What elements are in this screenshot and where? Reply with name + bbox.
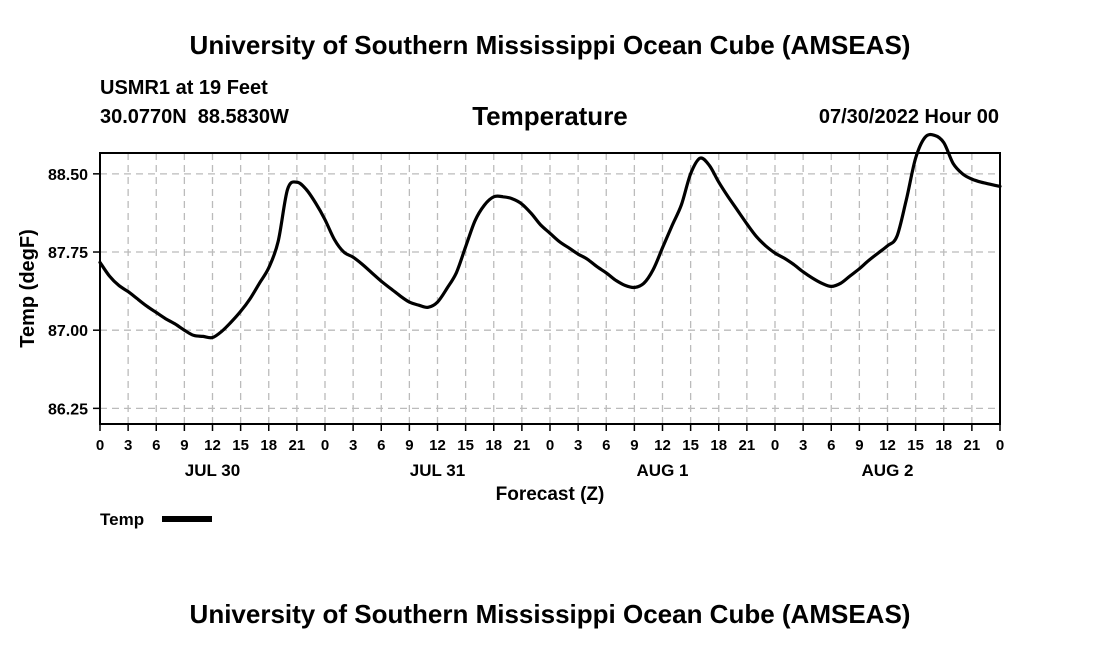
grid [100,153,1000,424]
chart-title: Temperature [472,101,628,131]
day-label: AUG 1 [637,461,689,480]
x-tick-label: 3 [799,437,807,454]
x-tick-label: 3 [124,437,132,454]
x-tick-label: 18 [260,437,277,454]
x-tick-label: 0 [996,437,1004,454]
series-layer [98,132,1002,340]
x-tick-label: 12 [204,437,221,454]
x-tick-label: 3 [574,437,582,454]
y-tick-label: 87.75 [48,245,88,262]
x-tick-label: 3 [349,437,357,454]
x-tick-label: 0 [546,437,554,454]
x-tick-label: 15 [682,437,699,454]
y-tick-label: 88.50 [48,167,88,184]
y-tick-label: 86.25 [48,401,88,418]
x-tick-label: 18 [485,437,502,454]
series-line-temp [98,132,1002,340]
x-tick-label: 21 [739,437,756,454]
footer-title: University of Southern Mississippi Ocean… [189,599,911,629]
x-tick-label: 12 [654,437,671,454]
x-axis-label: Forecast (Z) [496,484,605,505]
y-tick-label: 87.00 [48,323,88,340]
x-tick-label: 9 [405,437,413,454]
x-tick-label: 0 [771,437,779,454]
forecast-date: 07/30/2022 Hour 00 [818,106,999,128]
x-tick-label: 21 [964,437,981,454]
x-tick-label: 18 [935,437,952,454]
x-tick-label: 6 [827,437,835,454]
x-tick-label: 12 [879,437,896,454]
x-tick-label: 9 [180,437,188,454]
x-tick-label: 15 [457,437,474,454]
x-tick-label: 21 [514,437,531,454]
x-tick-label: 9 [855,437,863,454]
x-tick-label: 21 [289,437,306,454]
legend-label: Temp [100,510,145,529]
x-tick-label: 6 [377,437,385,454]
legend-swatch [162,516,212,522]
day-label: JUL 30 [185,461,240,480]
latitude: 30.0770N [100,106,187,128]
y-axis: 86.25 87.00 87.75 88.50 [48,167,100,418]
x-tick-label: 18 [710,437,727,454]
x-axis: 0 3 6 9 12 15 18 21 0 3 6 9 12 15 18 21 0 3 6 9 12 15 18 21 0 3 6 9… [96,424,1004,480]
x-tick-label: 15 [232,437,249,454]
day-label: JUL 31 [410,461,465,480]
x-tick-label: 9 [630,437,638,454]
x-tick-label: 0 [321,437,329,454]
page-title: University of Southern Mississippi Ocean… [189,30,911,60]
x-tick-label: 15 [907,437,924,454]
coordinates: 30.0770N 88.5830W [100,106,300,129]
y-axis-label: Temp (degF) [17,229,39,348]
plot-frame [99,152,1001,425]
station-label: USMR1 at 19 Feet [100,77,268,99]
x-tick-label: 6 [602,437,610,454]
x-tick-label: 12 [429,437,446,454]
x-tick-label: 6 [152,437,160,454]
day-label: AUG 2 [862,461,914,480]
x-tick-label: 0 [96,437,104,454]
longitude: 88.5830W [197,106,289,128]
